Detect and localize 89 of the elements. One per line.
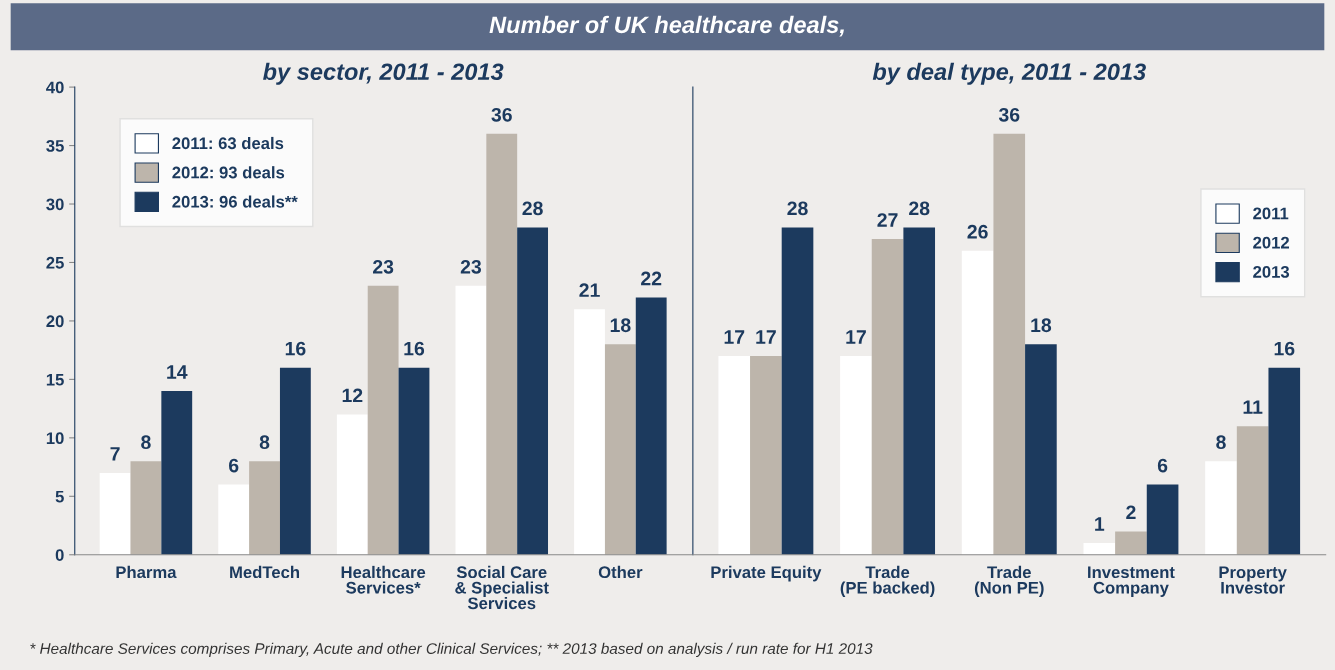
bar bbox=[99, 472, 131, 555]
bar bbox=[279, 367, 311, 555]
bar bbox=[604, 344, 636, 555]
data-label: 18 bbox=[1031, 318, 1052, 333]
data-label: 28 bbox=[909, 201, 930, 216]
bar bbox=[398, 367, 430, 555]
data-label: 8 bbox=[141, 435, 151, 450]
bar bbox=[218, 484, 250, 555]
bar bbox=[781, 227, 814, 555]
bar bbox=[840, 356, 872, 555]
data-label: 28 bbox=[522, 201, 543, 216]
data-label: 16 bbox=[1274, 341, 1295, 356]
data-label: 28 bbox=[787, 201, 808, 216]
y-tick-label: 0 bbox=[55, 549, 64, 561]
bar bbox=[993, 133, 1026, 555]
data-label: 18 bbox=[610, 318, 631, 333]
chart-title: Number of UK healthcare deals, bbox=[489, 15, 844, 37]
data-label: 21 bbox=[579, 283, 600, 297]
x-tick-label: Trade (PE backed) bbox=[840, 565, 935, 597]
bar bbox=[750, 356, 782, 555]
bar bbox=[367, 285, 399, 555]
bar bbox=[961, 250, 994, 555]
data-label: 16 bbox=[404, 341, 425, 356]
bar bbox=[718, 356, 751, 555]
bar bbox=[574, 309, 605, 555]
legend-label: 2011 bbox=[1253, 207, 1289, 220]
bar bbox=[249, 461, 280, 555]
y-tick-label: 35 bbox=[46, 139, 64, 152]
data-label: 14 bbox=[167, 365, 188, 379]
bar bbox=[1025, 344, 1057, 555]
y-tick-label: 30 bbox=[46, 198, 64, 211]
x-tick-label: Other bbox=[598, 565, 643, 579]
bar bbox=[455, 285, 487, 555]
chart-subtitle: by deal type, 2011 - 2013 bbox=[872, 62, 1146, 85]
bar bbox=[1083, 543, 1116, 555]
bar bbox=[635, 297, 667, 555]
data-label: 17 bbox=[846, 330, 866, 344]
data-label: 1 bbox=[1095, 517, 1105, 531]
legend-label: 2011: 63 deals bbox=[172, 136, 284, 150]
bar bbox=[871, 239, 904, 555]
data-label: 17 bbox=[756, 330, 776, 344]
legend-label: 2013: 96 deals** bbox=[172, 195, 298, 208]
bar bbox=[161, 391, 193, 555]
data-label: 6 bbox=[1157, 458, 1168, 473]
data-label: 8 bbox=[1216, 435, 1226, 450]
bar bbox=[517, 227, 549, 555]
x-tick-label: MedTech bbox=[230, 565, 300, 579]
data-label: 22 bbox=[641, 271, 662, 286]
data-label: 23 bbox=[373, 259, 394, 274]
legend-label: 2013 bbox=[1253, 265, 1290, 278]
bar bbox=[1115, 531, 1147, 555]
y-tick-label: 15 bbox=[46, 373, 64, 386]
x-tick-label: Pharma bbox=[116, 565, 177, 579]
x-tick-label: Healthcare Services* bbox=[341, 565, 426, 594]
data-label: 36 bbox=[998, 107, 1020, 122]
data-label: 27 bbox=[877, 213, 898, 227]
bar bbox=[1268, 367, 1301, 555]
y-tick-label: 5 bbox=[55, 490, 64, 503]
legend-label: 2012: 93 deals bbox=[172, 166, 285, 179]
data-label: 26 bbox=[967, 224, 988, 239]
y-tick-label: 20 bbox=[46, 315, 64, 328]
data-label: 17 bbox=[724, 330, 745, 344]
data-label: 2 bbox=[1126, 505, 1136, 520]
data-label: 23 bbox=[460, 259, 482, 274]
x-tick-label: Private Equity bbox=[711, 565, 822, 582]
bar bbox=[336, 414, 368, 555]
bar bbox=[486, 133, 518, 555]
x-tick-label: Trade (Non PE) bbox=[974, 565, 1044, 597]
y-tick-label: 40 bbox=[46, 81, 64, 94]
bar bbox=[1236, 426, 1269, 555]
bar bbox=[1205, 461, 1237, 555]
data-label: 36 bbox=[491, 107, 512, 122]
data-label: 6 bbox=[229, 458, 239, 473]
legend-label: 2012 bbox=[1253, 236, 1289, 249]
x-tick-label: Property Investor bbox=[1219, 566, 1287, 594]
y-tick-label: 10 bbox=[46, 432, 64, 445]
text: * Healthcare Services comprises Primary, Acute and other Clinical Services; ** 2013 based on analysis / run rate for H1 2013 bbox=[30, 642, 873, 658]
y-tick-label: 25 bbox=[46, 256, 64, 269]
data-label: 8 bbox=[259, 435, 270, 450]
x-tick-label: Social Care & Specialist Services bbox=[455, 565, 549, 610]
data-label: 11 bbox=[1243, 400, 1263, 414]
bar bbox=[1146, 484, 1179, 555]
x-tick-label: Investment Company bbox=[1088, 566, 1175, 597]
chart-subtitle: by sector, 2011 - 2013 bbox=[263, 62, 504, 85]
data-label: 16 bbox=[285, 341, 306, 356]
data-label: 12 bbox=[342, 388, 363, 403]
bar bbox=[903, 227, 936, 555]
bar bbox=[130, 461, 162, 555]
data-label: 7 bbox=[110, 447, 120, 461]
